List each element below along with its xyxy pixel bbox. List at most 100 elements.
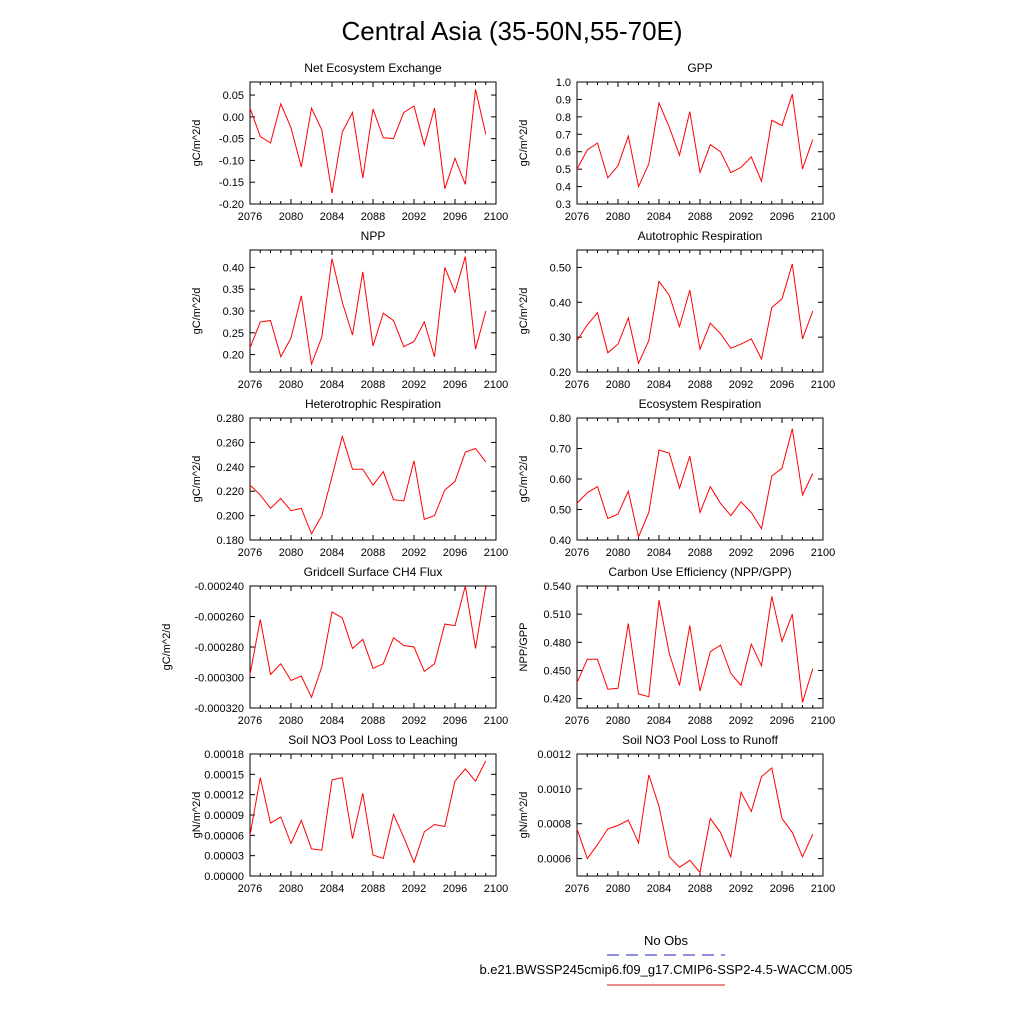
y-tick-label: 0.50 <box>550 505 571 517</box>
x-tick-label: 2084 <box>320 547 344 559</box>
y-tick-label: -0.05 <box>219 134 244 146</box>
plot-frame <box>576 753 824 877</box>
panel-6: Gridcell Surface CH4 Flux gC/m^2/d 2076 208… <box>161 565 508 727</box>
plot-frame <box>249 585 497 709</box>
y-tick-label: 0.00009 <box>204 810 244 822</box>
x-tick-label: 2080 <box>279 211 303 223</box>
x-tick-label: 2080 <box>279 547 303 559</box>
series-line <box>249 434 487 536</box>
x-tick-label: 2092 <box>729 715 753 727</box>
y-tick-label: 0.00018 <box>204 749 244 761</box>
y-tick-label: 0.220 <box>216 486 244 498</box>
y-tick-label: -0.000260 <box>194 612 244 624</box>
x-tick-label: 2076 <box>565 715 589 727</box>
y-tick-label: 0.30 <box>223 306 244 318</box>
panel-title: NPP <box>361 229 386 243</box>
x-tick-label: 2096 <box>770 883 794 895</box>
x-tick-label: 2100 <box>484 547 508 559</box>
y-tick-label: 0.05 <box>223 90 244 102</box>
y-tick-label: 0.30 <box>550 332 571 344</box>
x-tick-label: 2092 <box>402 211 426 223</box>
y-tick-label: 0.35 <box>223 284 244 296</box>
x-tick-label: 2076 <box>565 379 589 391</box>
panel-2: NPP gC/m^2/d 2076 2080 2084 2088 2092 2096 2100 0… <box>191 229 508 391</box>
panel-title: Carbon Use Efficiency (NPP/GPP) <box>608 565 791 579</box>
x-tick-label: 2084 <box>647 715 671 727</box>
y-axis-label: gN/m^2/d <box>518 792 530 839</box>
series-line <box>249 89 487 194</box>
x-tick-label: 2076 <box>238 211 262 223</box>
plot-frame <box>249 249 497 373</box>
y-tick-label: 0.50 <box>550 262 571 274</box>
x-tick-label: 2100 <box>484 379 508 391</box>
y-tick-label: 0.510 <box>543 609 571 621</box>
series-line <box>576 766 814 874</box>
y-tick-label: 0.450 <box>543 665 571 677</box>
y-tick-label: 0.0012 <box>537 749 571 761</box>
x-tick-label: 2092 <box>729 211 753 223</box>
y-tick-label: 0.70 <box>550 444 571 456</box>
x-tick-label: 2084 <box>647 547 671 559</box>
series-line <box>576 596 814 703</box>
x-tick-label: 2096 <box>770 547 794 559</box>
x-tick-label: 2088 <box>361 715 385 727</box>
x-tick-label: 2096 <box>770 715 794 727</box>
panel-7: Carbon Use Efficiency (NPP/GPP) NPP/GPP 20… <box>518 565 835 727</box>
y-tick-label: 0.260 <box>216 437 244 449</box>
x-tick-label: 2076 <box>238 547 262 559</box>
y-tick-label: 0.200 <box>216 511 244 523</box>
x-tick-label: 2076 <box>238 715 262 727</box>
x-tick-label: 2100 <box>811 715 835 727</box>
plot-frame <box>249 753 497 877</box>
y-tick-label: -0.000280 <box>194 642 244 654</box>
y-tick-label: -0.15 <box>219 177 244 189</box>
y-axis-label: gC/m^2/d <box>518 456 530 503</box>
panel-title: Autotrophic Respiration <box>638 229 763 243</box>
y-tick-label: 0.480 <box>543 637 571 649</box>
legend-label-model: b.e21.BWSSP245cmip6.f09_g17.CMIP6-SSP2-4… <box>479 962 852 977</box>
x-tick-label: 2084 <box>647 211 671 223</box>
y-tick-label: 0.180 <box>216 535 244 547</box>
panel-4: Heterotrophic Respiration gC/m^2/d 2076 208… <box>191 397 508 559</box>
panel-title: Heterotrophic Respiration <box>305 397 441 411</box>
y-tick-label: 0.00000 <box>204 871 244 883</box>
y-tick-label: 0.25 <box>223 328 244 340</box>
x-tick-label: 2092 <box>402 883 426 895</box>
x-tick-label: 2088 <box>688 883 712 895</box>
x-tick-label: 2080 <box>279 715 303 727</box>
x-tick-label: 2092 <box>729 883 753 895</box>
series-line <box>249 585 487 699</box>
x-tick-label: 2076 <box>238 379 262 391</box>
x-tick-label: 2084 <box>320 211 344 223</box>
x-tick-label: 2084 <box>320 883 344 895</box>
panel-8: Soil NO3 Pool Loss to Leaching gN/m^2/d 20… <box>191 733 508 895</box>
panel-1: GPP gC/m^2/d 2076 2080 2084 2088 2092 2096 2100 0… <box>518 61 835 223</box>
x-tick-label: 2080 <box>606 211 630 223</box>
x-tick-label: 2092 <box>729 379 753 391</box>
x-tick-label: 2092 <box>402 547 426 559</box>
y-axis-label: gC/m^2/d <box>161 624 173 671</box>
y-tick-label: 0.00012 <box>204 790 244 802</box>
x-tick-label: 2096 <box>770 379 794 391</box>
x-tick-label: 2080 <box>606 379 630 391</box>
y-tick-label: 0.540 <box>543 581 571 593</box>
y-tick-label: -0.000240 <box>194 581 244 593</box>
x-tick-label: 2084 <box>320 379 344 391</box>
y-tick-label: 1.0 <box>556 77 571 89</box>
x-tick-label: 2080 <box>279 883 303 895</box>
y-tick-label: 0.00 <box>223 112 244 124</box>
y-tick-label: 0.80 <box>550 413 571 425</box>
panel-title: GPP <box>687 61 712 75</box>
y-tick-label: 0.7 <box>556 129 571 141</box>
x-tick-label: 2092 <box>402 379 426 391</box>
x-tick-label: 2092 <box>729 547 753 559</box>
y-tick-label: 0.240 <box>216 462 244 474</box>
x-tick-label: 2080 <box>606 883 630 895</box>
y-tick-label: 0.280 <box>216 413 244 425</box>
x-tick-label: 2088 <box>361 379 385 391</box>
x-tick-label: 2088 <box>688 211 712 223</box>
x-tick-label: 2076 <box>565 883 589 895</box>
panel-title: Gridcell Surface CH4 Flux <box>304 565 443 579</box>
x-tick-label: 2096 <box>770 211 794 223</box>
